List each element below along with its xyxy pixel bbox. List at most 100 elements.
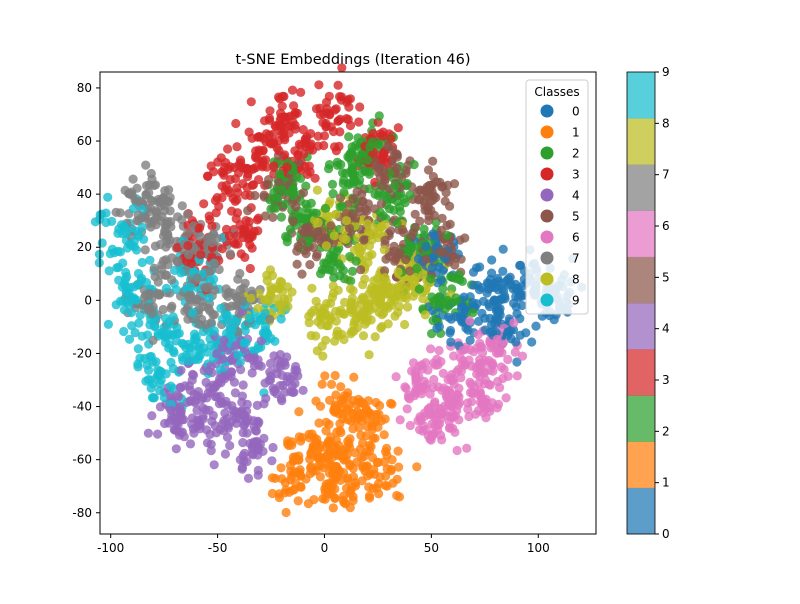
legend-label-3: 3: [572, 168, 580, 182]
point-class-3: [287, 85, 298, 95]
point-class-2: [364, 184, 374, 194]
point-class-3: [289, 101, 299, 111]
colorbar-tick-label: 0: [662, 527, 670, 541]
point-class-1: [368, 483, 378, 493]
point-class-4: [192, 422, 202, 432]
point-class-8: [376, 294, 386, 304]
point-class-6: [485, 365, 495, 375]
point-class-8: [405, 281, 415, 291]
point-class-0: [445, 325, 456, 336]
point-class-4: [282, 376, 292, 386]
point-class-0: [455, 311, 465, 321]
y-tick-label: -60: [72, 453, 92, 467]
point-class-7: [152, 289, 162, 299]
legend: Classes 0 1 2 3 4 5 6 7 8 9: [525, 79, 589, 315]
point-class-4: [214, 377, 224, 387]
chart-title: t-SNE Embeddings (Iteration 46): [235, 52, 470, 68]
point-class-1: [363, 396, 373, 406]
point-class-5: [328, 238, 338, 248]
point-class-1: [294, 455, 304, 465]
y-axis-ticks: -80 -60 -40 -20 0 20 40 60 80: [72, 81, 100, 520]
point-class-6: [465, 316, 475, 326]
point-class-8: [345, 284, 356, 294]
point-class-0: [465, 335, 475, 345]
point-class-8: [370, 223, 380, 234]
point-class-1: [361, 404, 372, 414]
point-class-8: [370, 332, 380, 342]
point-class-8: [381, 277, 391, 287]
point-class-7: [201, 320, 211, 330]
point-class-4: [167, 411, 177, 421]
point-class-4: [230, 341, 240, 351]
point-class-7: [128, 174, 138, 184]
point-class-3: [207, 221, 217, 231]
point-class-1: [319, 463, 329, 473]
point-class-4: [206, 446, 216, 456]
point-class-5: [250, 190, 260, 201]
point-class-2: [405, 240, 415, 250]
point-class-0: [513, 293, 524, 303]
point-class-9: [216, 303, 226, 313]
point-class-3: [355, 102, 365, 112]
point-class-1: [358, 462, 368, 473]
point-class-3: [313, 131, 323, 141]
point-class-3: [304, 161, 314, 171]
point-class-1: [309, 495, 319, 505]
point-class-9: [189, 334, 199, 344]
point-class-3: [232, 195, 242, 205]
point-class-2: [332, 157, 342, 167]
point-class-3: [344, 102, 354, 112]
point-class-2: [426, 274, 436, 284]
point-class-5: [380, 174, 390, 184]
point-class-4: [220, 449, 230, 459]
point-class-6: [418, 382, 428, 392]
point-class-9: [260, 322, 271, 332]
point-class-2: [357, 167, 367, 177]
point-class-7: [209, 258, 219, 268]
point-class-9: [103, 192, 113, 202]
colorbar-segment-2: [627, 395, 655, 442]
point-class-0: [428, 252, 438, 262]
legend-label-2: 2: [572, 147, 580, 161]
point-class-8: [326, 298, 336, 308]
point-class-9: [145, 255, 155, 265]
point-class-3: [245, 232, 255, 243]
point-class-6: [442, 411, 452, 421]
point-class-0: [493, 308, 503, 318]
point-class-9: [155, 379, 165, 389]
y-tick-label: -20: [72, 346, 92, 360]
point-class-2: [320, 203, 330, 213]
point-class-4: [275, 381, 285, 391]
point-class-9: [120, 274, 131, 284]
point-class-6: [408, 358, 419, 368]
point-class-4: [244, 353, 254, 363]
colorbar-tick-label: 6: [662, 219, 670, 233]
point-class-1: [284, 440, 294, 451]
point-class-9: [119, 326, 129, 337]
point-class-8: [379, 245, 389, 255]
point-class-4: [235, 455, 245, 465]
point-class-0: [531, 321, 541, 331]
point-class-3: [296, 87, 306, 97]
point-class-2: [390, 181, 400, 191]
point-class-5: [406, 232, 416, 242]
point-class-8: [324, 211, 334, 221]
point-class-1: [281, 485, 291, 495]
point-class-7: [209, 310, 219, 320]
point-class-3: [279, 112, 289, 122]
point-class-2: [347, 147, 357, 157]
point-class-3: [378, 149, 388, 159]
point-class-9: [114, 275, 124, 285]
point-class-3: [264, 113, 275, 123]
point-class-4: [171, 444, 181, 454]
point-class-6: [407, 366, 417, 376]
point-class-2: [468, 308, 478, 318]
point-class-1: [382, 443, 392, 453]
point-class-0: [432, 323, 442, 333]
point-class-6: [517, 351, 528, 361]
point-class-6: [417, 364, 427, 374]
legend-marker-2: [540, 146, 554, 160]
point-class-1: [331, 390, 341, 400]
point-class-3: [249, 164, 259, 174]
point-class-8: [320, 308, 330, 318]
